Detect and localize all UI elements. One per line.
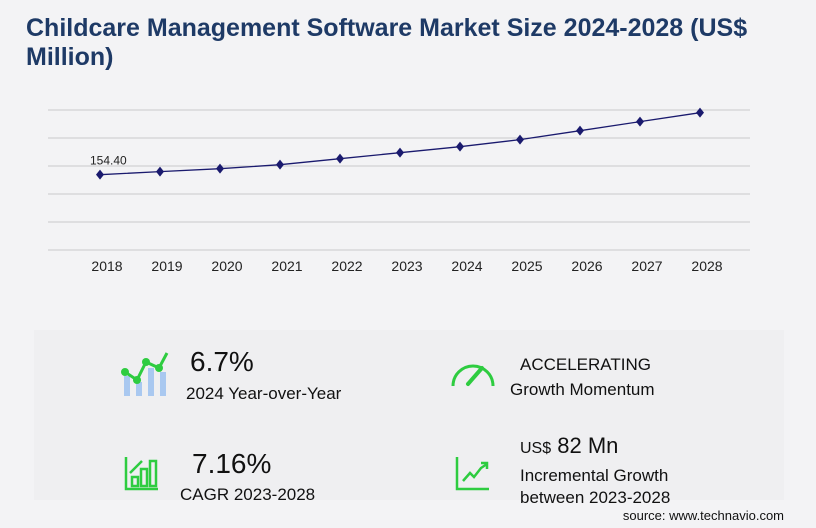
incremental-period: between 2023-2028 (520, 488, 671, 507)
x-tick-label: 2024 (451, 258, 482, 274)
data-point (216, 163, 224, 174)
data-point (396, 147, 404, 158)
incremental-amount: 82 Mn (557, 433, 619, 458)
x-tick-label: 2021 (271, 258, 302, 274)
x-tick-label: 2028 (691, 258, 722, 274)
currency-prefix: US$ (520, 440, 552, 457)
yoy-value: 6.7% (190, 346, 254, 377)
speedometer-icon (451, 364, 495, 387)
kpi-panel (34, 330, 784, 500)
x-tick-label: 2023 (391, 258, 422, 274)
chart-title: Childcare Management Software Market Siz… (26, 14, 748, 71)
line-chart: 2018 2019 2020 2021 2022 2023 2024 2025 2026 2027… (48, 107, 750, 274)
x-tick-label: 2018 (91, 258, 122, 274)
x-tick-label: 2019 (151, 258, 182, 274)
x-tick-label: 2020 (211, 258, 242, 274)
data-point (696, 107, 704, 118)
data-point (336, 153, 344, 164)
data-point (576, 125, 584, 136)
data-label: 154.40 (90, 154, 127, 168)
data-point (96, 169, 104, 180)
incremental-label: Incremental Growth (520, 466, 669, 485)
momentum-value: ACCELERATING (520, 355, 651, 374)
data-point (516, 134, 524, 145)
cagr-value: 7.16% (192, 448, 272, 479)
data-point (276, 159, 284, 170)
bar-chart-icon (124, 457, 158, 491)
momentum-label: Growth Momentum (510, 380, 655, 399)
growth-line-icon (455, 457, 489, 491)
data-point (456, 141, 464, 152)
data-point (636, 116, 644, 127)
series-line (99, 112, 701, 176)
x-tick-label: 2026 (571, 258, 602, 274)
data-point (156, 166, 164, 177)
x-tick-label: 2027 (631, 258, 662, 274)
x-tick-label: 2025 (511, 258, 542, 274)
bar-line-chart-icon (121, 352, 169, 396)
cagr-label: CAGR 2023-2028 (180, 485, 316, 504)
x-tick-label: 2022 (331, 258, 362, 274)
incremental-value: US$ 82 Mn (520, 433, 618, 459)
source-text: source: www.technavio.com (622, 508, 784, 523)
yoy-label: 2024 Year-over-Year (186, 384, 342, 403)
